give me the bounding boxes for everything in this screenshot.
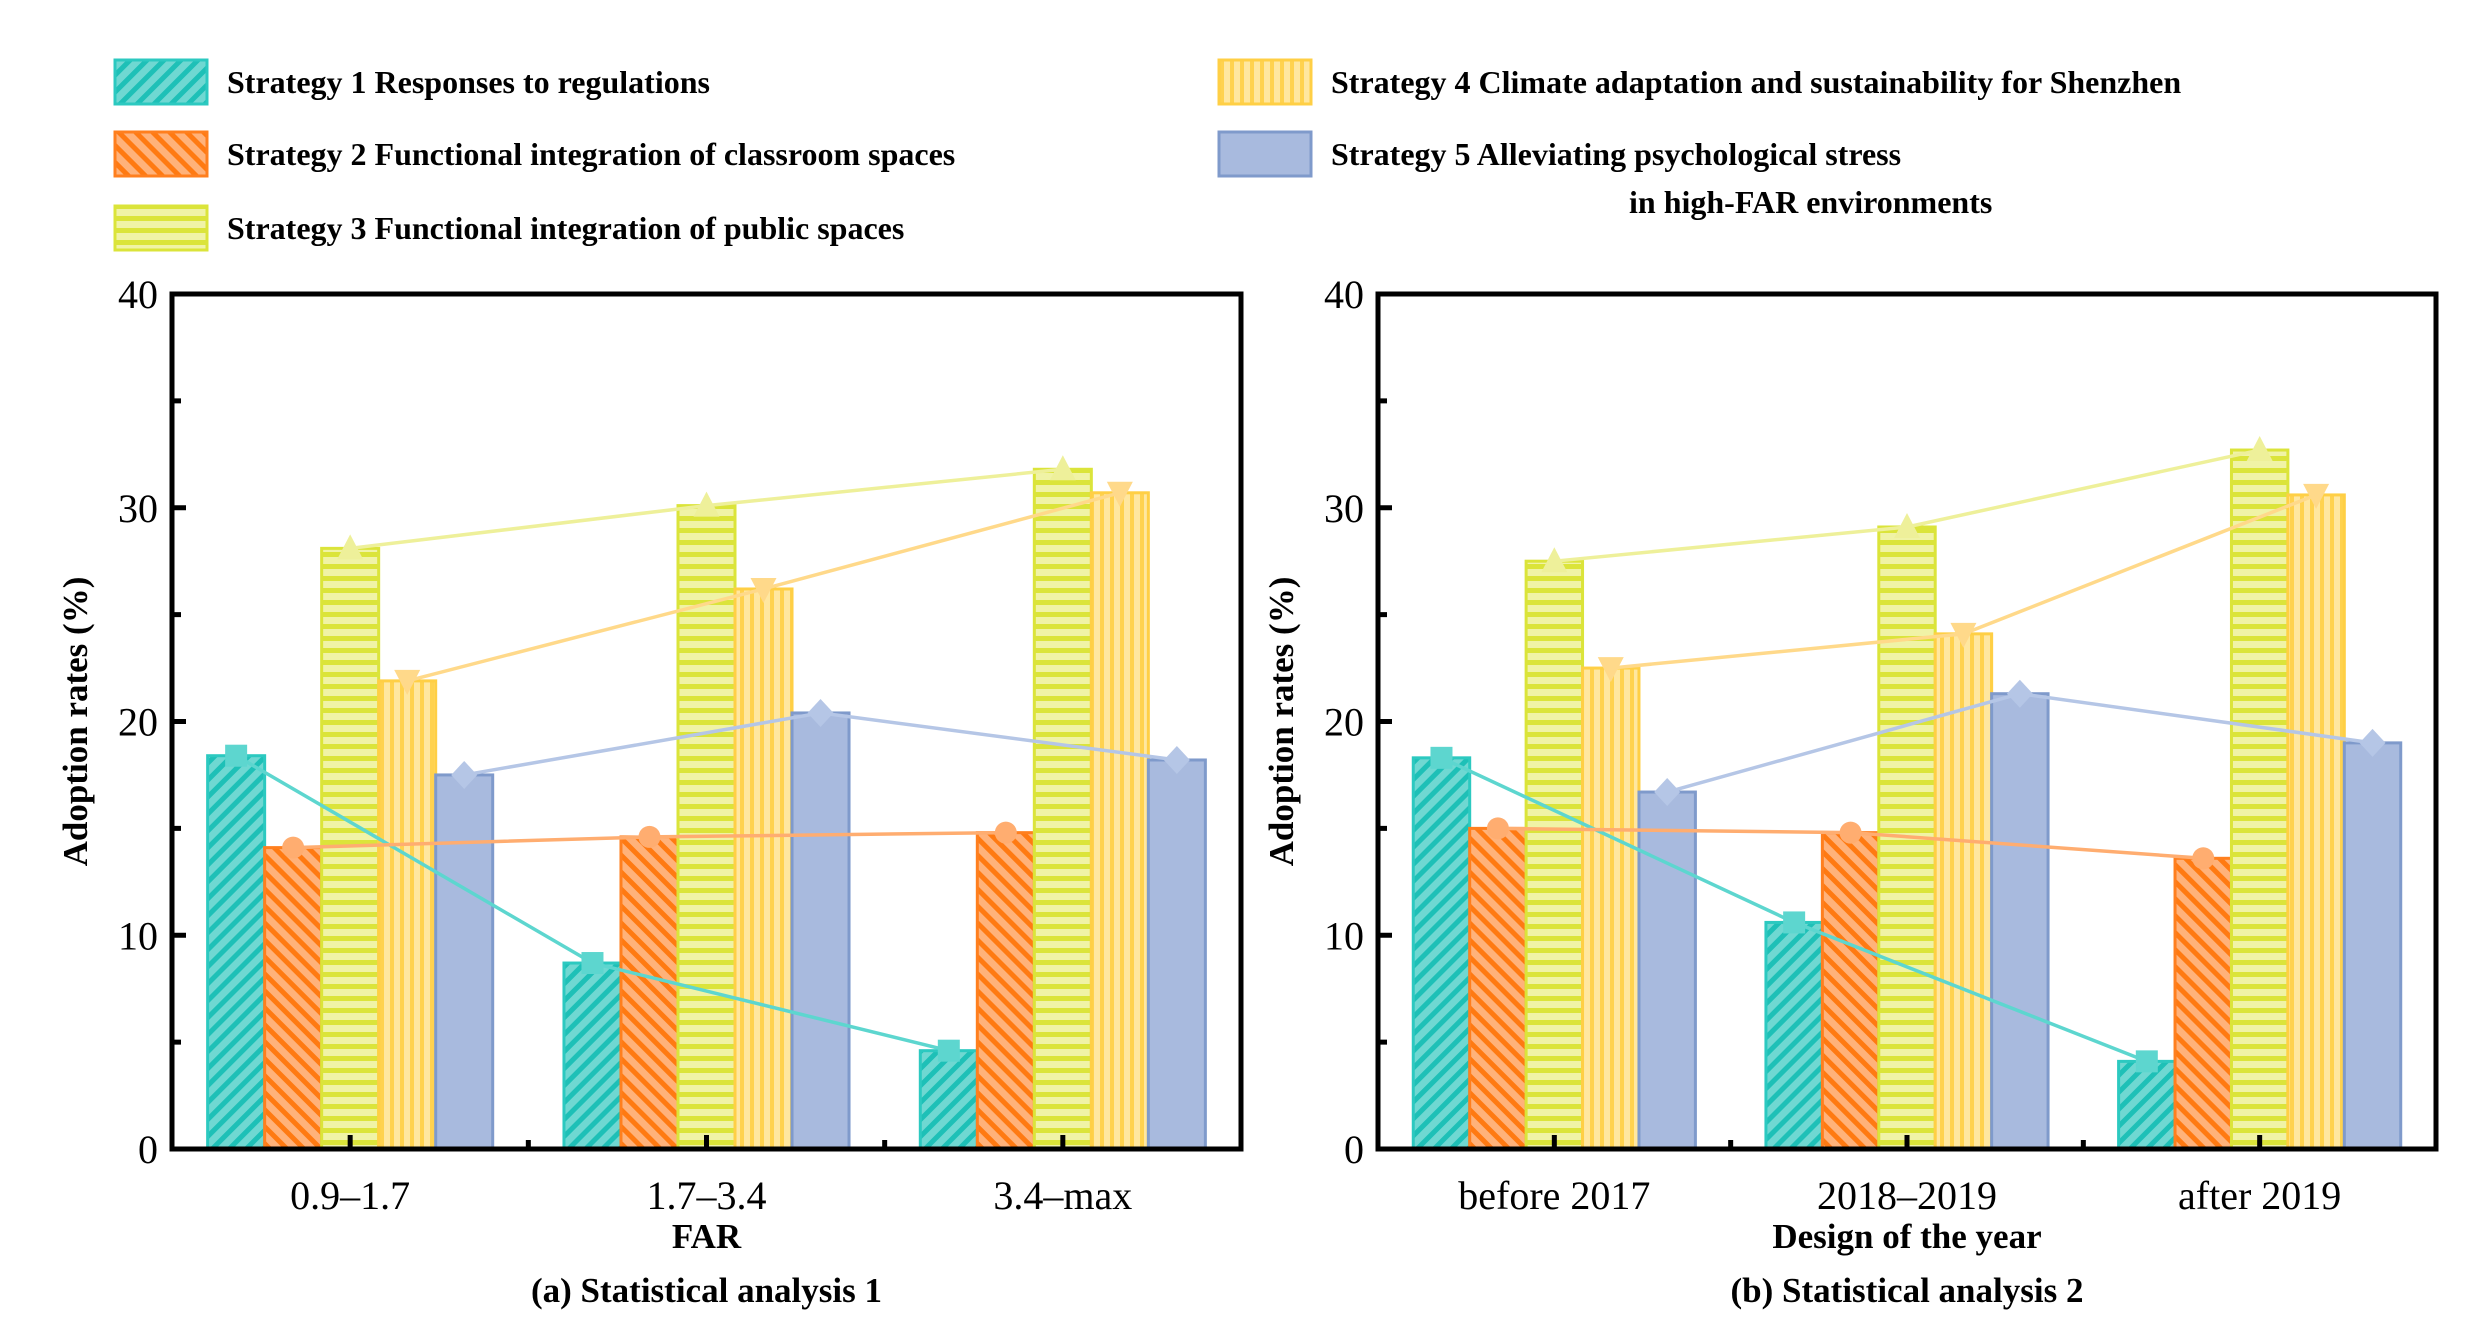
x-axis-label: FAR bbox=[672, 1217, 742, 1256]
chart-caption: (b) Statistical analysis 2 bbox=[1731, 1271, 2084, 1310]
marker-square bbox=[581, 952, 604, 975]
x-tick-label: after 2019 bbox=[2178, 1173, 2341, 1218]
bar-s5-c1 bbox=[434, 773, 495, 1151]
x-axis-label: Design of the year bbox=[1772, 1217, 2041, 1256]
y-tick-label: 30 bbox=[118, 486, 158, 531]
bar-s3-c1 bbox=[320, 546, 381, 1151]
legend-swatch bbox=[113, 130, 209, 178]
bar-s1-c3 bbox=[918, 1049, 979, 1151]
bar-s1-c1 bbox=[1411, 756, 1472, 1151]
marker-square bbox=[225, 744, 248, 767]
marker-triangle-down bbox=[1597, 657, 1624, 683]
x-tick-label: 1.7–3.4 bbox=[647, 1173, 767, 1218]
marker-circle bbox=[282, 836, 305, 859]
y-tick-label: 0 bbox=[138, 1127, 158, 1172]
marker-triangle-up bbox=[337, 534, 364, 560]
y-tick-label: 10 bbox=[118, 913, 158, 958]
marker-circle bbox=[994, 821, 1017, 844]
bar-s1-c3 bbox=[2117, 1059, 2177, 1151]
bar-s4-c3 bbox=[1089, 491, 1150, 1151]
marker-triangle-up bbox=[2246, 436, 2273, 462]
y-axis-label: Adoption rates (%) bbox=[56, 577, 95, 867]
marker-triangle-up bbox=[693, 491, 720, 517]
bar-s4-c1 bbox=[377, 679, 438, 1151]
legend-label: Strategy 3 Functional integration of pub… bbox=[227, 210, 904, 246]
bar-s2-c2 bbox=[619, 835, 680, 1151]
marker-triangle-down bbox=[1106, 481, 1133, 507]
marker-circle bbox=[2192, 847, 2215, 870]
marker-triangle-up bbox=[1541, 547, 1568, 573]
legend-swatch bbox=[113, 58, 209, 106]
legend-swatch bbox=[113, 204, 209, 252]
legend-label-line2: in high-FAR environments bbox=[1629, 184, 1992, 220]
bar-s4-c3 bbox=[2286, 493, 2346, 1151]
marker-diamond bbox=[1654, 778, 1681, 807]
chart-b: 0 10 20 30 40 before 2017 2018–2019 after 2019 D… bbox=[1262, 272, 2439, 1310]
marker-diamond bbox=[2359, 728, 2386, 757]
marker-circle bbox=[638, 825, 661, 848]
legend-label: Strategy 4 Climate adaptation and sustai… bbox=[1331, 64, 2181, 100]
bar-s2-c1 bbox=[263, 846, 324, 1151]
bar-s3-c3 bbox=[2229, 448, 2290, 1151]
y-tick-label: 30 bbox=[1324, 486, 1364, 531]
legend-label: Strategy 2 Functional integration of cla… bbox=[227, 136, 955, 172]
bar-s1-c2 bbox=[562, 961, 623, 1151]
bar-s3-c3 bbox=[1032, 467, 1093, 1151]
bar-s2-c3 bbox=[2173, 856, 2233, 1151]
chart-a: 0 10 20 30 40 0.9–1.7 1.7–3.4 3.4–max FAR (a) Sta… bbox=[56, 272, 1244, 1310]
bar-s4-c2 bbox=[733, 587, 794, 1151]
marker-diamond bbox=[1163, 745, 1190, 774]
bar-s5-c2 bbox=[1990, 692, 2050, 1151]
marker-diamond bbox=[2006, 679, 2033, 708]
bar-s2-c3 bbox=[975, 831, 1036, 1151]
bar-s3-c1 bbox=[1524, 559, 1585, 1151]
bar-s3-c2 bbox=[676, 504, 737, 1151]
y-tick-label: 40 bbox=[118, 272, 158, 317]
marker-square bbox=[937, 1039, 960, 1062]
legend-label: Strategy 1 Responses to regulations bbox=[227, 64, 710, 100]
bar-s5-c3 bbox=[1146, 758, 1207, 1151]
marker-triangle-down bbox=[1950, 622, 1977, 648]
bar-s2-c2 bbox=[1820, 831, 1881, 1151]
x-tick-label: before 2017 bbox=[1458, 1173, 1650, 1218]
legend-label: Strategy 5 Alleviating psychological str… bbox=[1331, 136, 1901, 172]
bar-s1-c2 bbox=[1764, 920, 1824, 1151]
bar-s4-c2 bbox=[1933, 632, 1994, 1151]
marker-diamond bbox=[807, 698, 834, 727]
y-tick-label: 20 bbox=[118, 700, 158, 745]
legend-swatch bbox=[1217, 58, 1313, 106]
bar-s4-c1 bbox=[1581, 666, 1641, 1151]
y-tick-label: 20 bbox=[1324, 700, 1364, 745]
marker-triangle-down bbox=[750, 577, 777, 603]
bar-s5-c1 bbox=[1637, 790, 1697, 1151]
y-tick-label: 40 bbox=[1324, 272, 1364, 317]
y-axis-label: Adoption rates (%) bbox=[1262, 577, 1301, 867]
marker-square bbox=[1783, 911, 1806, 934]
bar-s5-c3 bbox=[2342, 741, 2403, 1151]
x-tick-label: 0.9–1.7 bbox=[290, 1173, 410, 1218]
marker-triangle-up bbox=[1894, 512, 1920, 538]
marker-triangle-up bbox=[1049, 455, 1076, 481]
marker-circle bbox=[1839, 821, 1862, 844]
legend-swatch bbox=[1217, 130, 1313, 178]
marker-circle bbox=[1486, 817, 1509, 840]
legend: Strategy 1 Responses to regulations Strat… bbox=[113, 58, 2181, 252]
x-tick-label: 3.4–max bbox=[993, 1173, 1132, 1218]
marker-square bbox=[2135, 1050, 2158, 1073]
marker-triangle-down bbox=[394, 669, 421, 695]
marker-triangle-down bbox=[2303, 483, 2330, 509]
marker-diamond bbox=[451, 760, 478, 789]
y-tick-label: 10 bbox=[1324, 913, 1364, 958]
bar-s2-c1 bbox=[1468, 826, 1528, 1151]
marker-square bbox=[1430, 746, 1453, 769]
bar-s5-c2 bbox=[790, 711, 851, 1151]
x-tick-label: 2018–2019 bbox=[1817, 1173, 1997, 1218]
y-tick-label: 0 bbox=[1344, 1127, 1364, 1172]
bar-s1-c1 bbox=[206, 754, 267, 1151]
chart-caption: (a) Statistical analysis 1 bbox=[531, 1271, 882, 1310]
